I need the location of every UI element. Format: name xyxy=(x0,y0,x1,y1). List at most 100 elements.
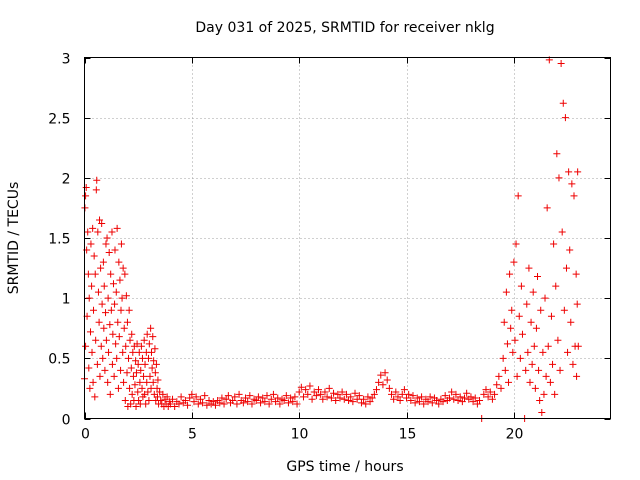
data-point xyxy=(415,398,423,406)
data-point xyxy=(84,228,92,236)
data-point xyxy=(111,246,119,254)
data-point xyxy=(511,336,519,344)
data-point xyxy=(89,378,97,386)
data-point xyxy=(211,401,219,409)
data-point xyxy=(467,393,475,401)
data-point xyxy=(532,324,540,332)
y-tick-label: 0.5 xyxy=(48,352,70,368)
data-point xyxy=(134,360,142,368)
data-point xyxy=(418,393,426,401)
data-point xyxy=(554,336,562,344)
data-point xyxy=(132,357,140,365)
data-point xyxy=(113,354,121,362)
data-point xyxy=(91,270,99,278)
data-point xyxy=(456,393,464,401)
data-point xyxy=(224,392,232,400)
data-point xyxy=(137,342,145,350)
data-point xyxy=(317,390,325,398)
data-point xyxy=(553,150,561,158)
data-point xyxy=(560,306,568,314)
data-point xyxy=(154,376,162,384)
data-point xyxy=(263,392,271,400)
data-point xyxy=(574,342,582,350)
data-point xyxy=(106,321,114,329)
data-point xyxy=(542,372,550,380)
data-point xyxy=(203,401,211,409)
y-axis-label: SRMTID / TECUs xyxy=(6,182,22,295)
data-point xyxy=(517,282,525,290)
data-point xyxy=(531,384,539,392)
data-point xyxy=(336,394,344,402)
data-point xyxy=(145,340,153,348)
data-point xyxy=(332,396,340,404)
data-point xyxy=(368,394,376,402)
data-point xyxy=(291,393,299,401)
data-point xyxy=(426,393,434,401)
x-axis-label: GPS time / hours xyxy=(286,459,403,475)
data-point xyxy=(89,224,97,232)
data-point xyxy=(550,240,558,248)
plot-frame xyxy=(84,57,611,419)
data-point xyxy=(574,168,582,176)
data-point xyxy=(530,342,538,350)
data-point xyxy=(169,395,177,403)
data-point xyxy=(537,306,545,314)
data-point xyxy=(119,264,127,272)
data-point xyxy=(111,300,119,308)
data-point xyxy=(166,400,174,408)
data-point xyxy=(98,300,106,308)
data-point xyxy=(327,394,335,402)
data-point xyxy=(540,390,548,398)
data-point xyxy=(94,288,102,296)
data-point xyxy=(222,395,230,403)
data-point xyxy=(231,393,239,401)
data-point xyxy=(216,399,224,407)
data-point xyxy=(108,360,116,368)
data-point xyxy=(280,396,288,404)
data-point xyxy=(123,318,131,326)
data-point xyxy=(420,400,428,408)
data-point xyxy=(117,240,125,248)
data-point xyxy=(132,402,140,410)
data-point xyxy=(385,384,393,392)
data-point xyxy=(177,393,185,401)
data-point xyxy=(526,378,534,386)
data-point xyxy=(88,348,96,356)
data-point xyxy=(99,354,107,362)
data-point xyxy=(564,348,572,356)
data-point xyxy=(93,176,101,184)
data-point xyxy=(112,340,120,348)
data-point xyxy=(85,364,93,372)
data-point xyxy=(82,342,90,350)
grid-lines xyxy=(84,57,611,419)
data-point xyxy=(342,390,350,398)
data-point xyxy=(246,392,254,400)
data-point xyxy=(424,398,432,406)
data-point xyxy=(565,168,573,176)
x-tick-label: 5 xyxy=(188,427,197,443)
data-point xyxy=(103,234,111,242)
data-point xyxy=(143,378,151,386)
data-point xyxy=(312,392,320,400)
data-point xyxy=(497,384,505,392)
data-point xyxy=(102,336,110,344)
data-point xyxy=(102,240,110,248)
data-point xyxy=(471,394,479,402)
data-point xyxy=(159,390,167,398)
data-point xyxy=(515,312,523,320)
data-point xyxy=(100,324,108,332)
data-point xyxy=(152,360,160,368)
data-point xyxy=(136,378,144,386)
data-point xyxy=(137,366,145,374)
data-point xyxy=(377,371,385,379)
data-point xyxy=(413,394,421,402)
data-point xyxy=(115,333,123,341)
data-point xyxy=(522,366,530,374)
data-point xyxy=(123,369,131,377)
data-point xyxy=(541,294,549,302)
data-point xyxy=(469,398,477,406)
data-point xyxy=(546,378,554,386)
data-point xyxy=(105,248,113,256)
data-point xyxy=(116,276,124,284)
data-point xyxy=(505,378,513,386)
